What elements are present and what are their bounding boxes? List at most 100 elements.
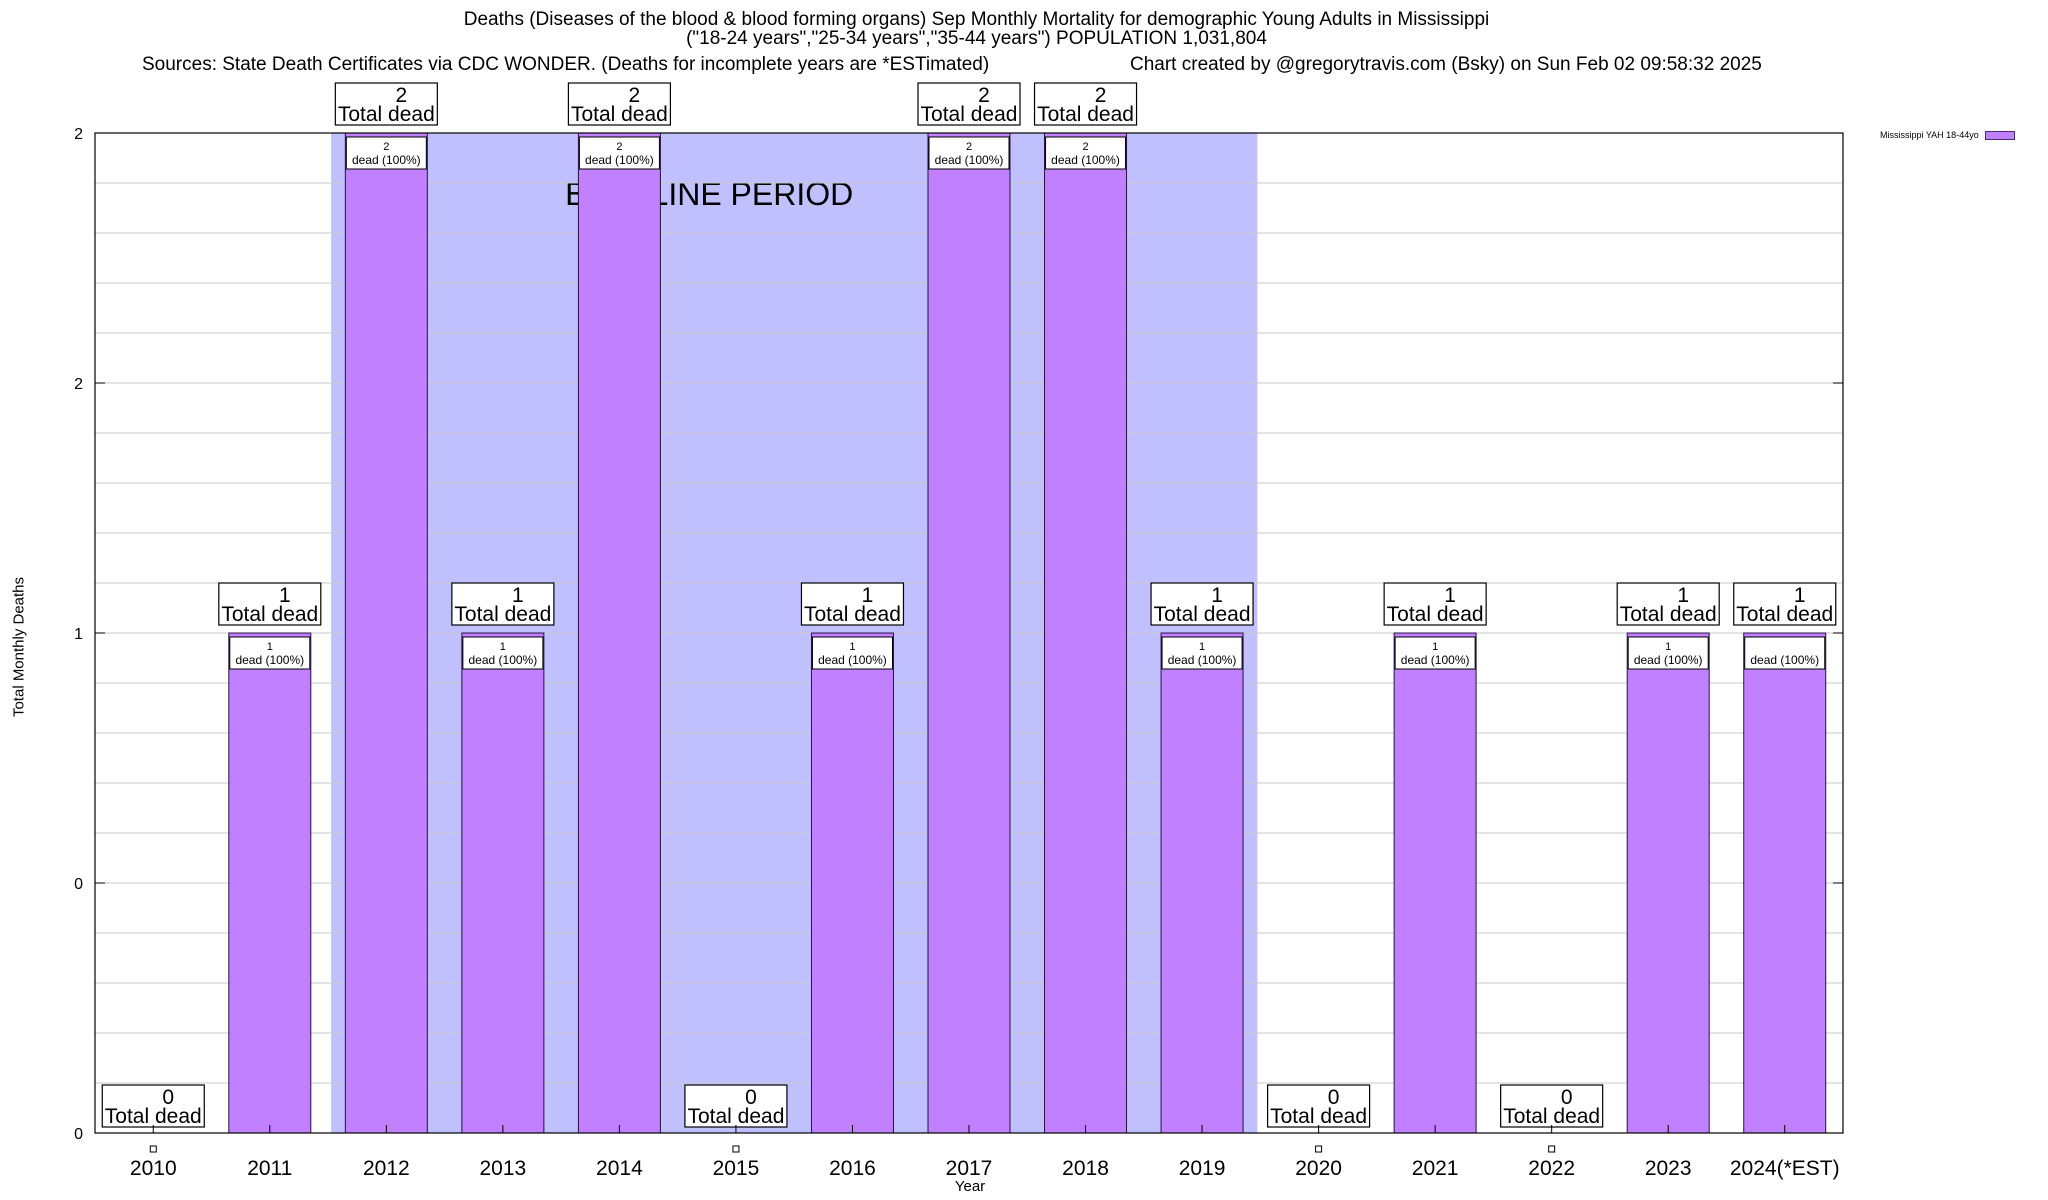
legend-swatch: [1984, 131, 2015, 141]
bar-inner-label-count: 1: [1432, 641, 1438, 653]
y-tick-label: 2: [74, 376, 83, 393]
total-label-caption: Total dead: [571, 103, 668, 126]
total-label-count: 1: [279, 584, 291, 607]
bar-inner-label-count: 1: [1199, 641, 1205, 653]
total-label-box: [684, 1084, 788, 1128]
legend-label: Mississippi YAH 18-44yo: [1880, 130, 1979, 140]
bar: [1160, 632, 1244, 1134]
bar-inner-label-caption: dead (100%): [935, 153, 1004, 167]
bar-inner-label-box: [578, 136, 660, 170]
y-axis-label: Total Monthly Deaths: [10, 576, 28, 718]
bar: [461, 632, 545, 1134]
total-label-box: [1150, 582, 1254, 626]
total-label-count: 1: [1677, 584, 1689, 607]
total-label-box: [567, 82, 672, 126]
total-label-caption: Total dead: [1270, 1105, 1367, 1128]
total-label-count: 1: [1794, 584, 1806, 607]
total-label-box: [1616, 582, 1720, 626]
bar-inner-label-caption: dead (100%): [1634, 653, 1703, 667]
x-tick-label: 2022: [1528, 1157, 1575, 1180]
total-label-box: [917, 82, 1021, 126]
total-label-count: 2: [1095, 84, 1107, 107]
total-label-caption: Total dead: [687, 1105, 784, 1128]
x-tick-label: 2016: [829, 1157, 876, 1180]
total-label-box: [1500, 1084, 1604, 1128]
total-label-box: [800, 582, 905, 626]
zero-marker: [1315, 1145, 1323, 1153]
x-tick-label: 2013: [480, 1157, 527, 1180]
bar-inner-label-box: [462, 636, 544, 670]
total-label-box: [101, 1084, 205, 1128]
total-label-count: 0: [1561, 1086, 1573, 1109]
bar: [1393, 632, 1477, 1134]
x-tick-label: 2024(*EST): [1730, 1157, 1840, 1180]
bar-inner-label-box: [1045, 136, 1127, 170]
bar-inner-label-caption: dead (100%): [352, 153, 421, 167]
total-label-count: 0: [1328, 1086, 1340, 1109]
x-tick-label: 2017: [946, 1157, 993, 1180]
total-label-caption: Total dead: [1037, 103, 1134, 126]
chart-title: Deaths (Diseases of the blood & blood fo…: [0, 10, 1953, 48]
total-label-count: 0: [162, 1086, 174, 1109]
x-tick-label: 2014: [596, 1157, 643, 1180]
total-label-caption: Total dead: [1154, 603, 1251, 626]
y-tick-label: 0: [74, 876, 83, 893]
bar: [927, 132, 1011, 1134]
bar-inner-label-caption: dead (100%): [818, 653, 887, 667]
bar-inner-label-count: 1: [1665, 641, 1671, 653]
bar-inner-label-count: 2: [1082, 141, 1088, 153]
bar-inner-label-count: 2: [616, 141, 622, 153]
bar-inner-label-count: 1: [500, 641, 506, 653]
x-tick-label: 2018: [1062, 1157, 1109, 1180]
bar-inner-label-count: 1: [849, 641, 855, 653]
x-tick-label: 2023: [1645, 1157, 1692, 1180]
bar-inner-label-caption: dead (100%): [1168, 653, 1237, 667]
bar-inner-label-caption: dead (100%): [1051, 153, 1120, 167]
bar-inner-label-box: [345, 136, 427, 170]
bar-inner-label-box: [1161, 636, 1243, 670]
total-label-caption: Total dead: [454, 603, 551, 626]
bar: [1626, 632, 1710, 1134]
zero-marker: [1548, 1145, 1556, 1153]
chart-title-line-2: ("18-24 years","25-34 years","35-44 year…: [686, 28, 1267, 49]
total-label-caption: Total dead: [1736, 603, 1833, 626]
total-label-caption: Total dead: [221, 603, 318, 626]
y-tick-label: 2: [74, 126, 83, 143]
total-label-box: [1033, 82, 1138, 126]
chart-sources: Sources: State Death Certificates via CD…: [142, 54, 990, 75]
x-tick-label: 2020: [1295, 1157, 1342, 1180]
bar: [228, 632, 312, 1134]
total-label-caption: Total dead: [804, 603, 901, 626]
x-tick-label: 2021: [1412, 1157, 1459, 1180]
bar-inner-label-caption: dead (100%): [469, 653, 538, 667]
total-label-count: 1: [512, 584, 524, 607]
x-tick-label: 2019: [1179, 1157, 1226, 1180]
total-label-box: [1383, 582, 1487, 626]
chart-credit: Chart created by @gregorytravis.com (Bsk…: [1130, 54, 1762, 75]
bar-inner-label: dead (100%): [1744, 636, 1826, 670]
bar-inner-label-caption: dead (100%): [235, 653, 304, 667]
total-label-count: 2: [629, 84, 641, 107]
x-tick-label: 2010: [130, 1157, 177, 1180]
total-label-caption: Total dead: [921, 103, 1018, 126]
total-label-caption: Total dead: [105, 1105, 202, 1128]
bar-inner-label-count: 1: [267, 641, 273, 653]
bar-inner-label-caption: dead (100%): [1750, 653, 1819, 667]
